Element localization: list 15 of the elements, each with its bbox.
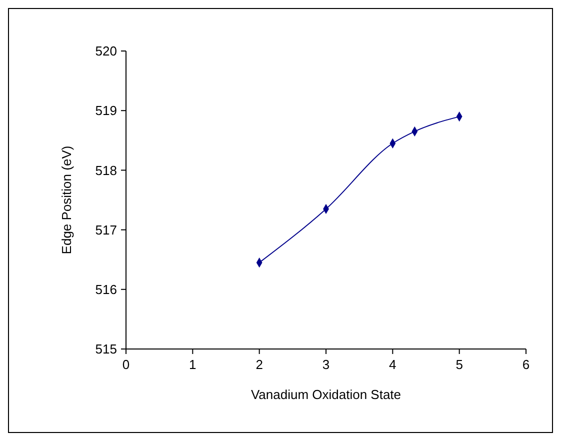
- x-tick-label: 2: [256, 357, 263, 372]
- x-tick-label: 3: [322, 357, 330, 372]
- x-tick-label: 0: [122, 357, 130, 372]
- x-tick-label: 1: [189, 357, 196, 372]
- y-tick-label: 520: [95, 44, 117, 59]
- y-tick-label: 518: [95, 162, 117, 178]
- y-tick-label: 516: [95, 282, 117, 297]
- y-tick-label: 519: [95, 103, 117, 118]
- y-axis-title: Edge Position (eV): [59, 146, 74, 254]
- x-axis-title: Vanadium Oxidation State: [250, 387, 402, 402]
- x-tick-label: 4: [389, 357, 396, 372]
- y-tick-label: 515: [95, 342, 117, 357]
- x-tick-label: 6: [522, 357, 530, 372]
- y-tick-label: 517: [95, 222, 117, 238]
- x-tick-label: 5: [456, 357, 463, 372]
